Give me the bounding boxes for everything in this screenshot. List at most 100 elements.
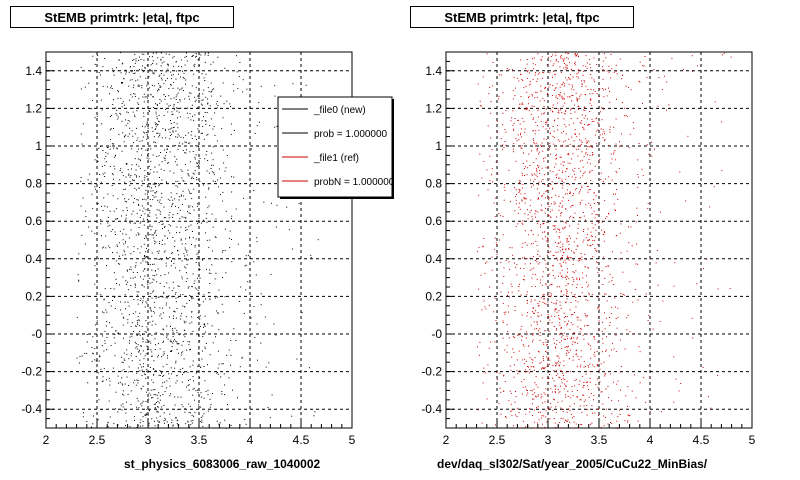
scatter-point: [563, 388, 565, 390]
scatter-point: [583, 385, 585, 387]
scatter-point: [614, 297, 616, 299]
scatter-point: [554, 310, 556, 312]
scatter-point: [565, 249, 567, 251]
scatter-point: [133, 299, 135, 300]
right-x-tick-label: 3.5: [591, 433, 608, 447]
scatter-point: [567, 96, 569, 98]
scatter-point: [581, 256, 583, 258]
scatter-point: [107, 147, 109, 148]
scatter-point: [537, 211, 539, 213]
scatter-point: [230, 134, 232, 135]
scatter-point: [516, 274, 518, 276]
scatter-point: [187, 142, 189, 144]
scatter-point: [624, 420, 626, 422]
scatter-point: [205, 96, 207, 98]
scatter-point: [207, 364, 208, 366]
scatter-point: [196, 370, 198, 372]
scatter-point: [552, 225, 554, 227]
scatter-point: [102, 66, 104, 68]
scatter-point: [537, 116, 539, 118]
scatter-point: [212, 61, 214, 63]
scatter-point: [196, 288, 198, 290]
scatter-point: [152, 274, 154, 276]
scatter-point: [545, 263, 547, 265]
scatter-point: [580, 364, 582, 366]
scatter-point: [570, 206, 572, 208]
scatter-point: [622, 271, 624, 273]
scatter-point: [128, 174, 130, 176]
scatter-point: [589, 239, 590, 241]
scatter-point: [192, 237, 194, 239]
scatter-point: [149, 172, 151, 174]
scatter-point: [563, 59, 565, 61]
scatter-point: [218, 289, 220, 291]
scatter-point: [566, 298, 568, 300]
scatter-point: [564, 421, 565, 423]
scatter-point: [494, 237, 496, 239]
scatter-point: [152, 368, 154, 370]
scatter-point: [194, 280, 196, 282]
scatter-point: [554, 386, 556, 387]
scatter-point: [541, 367, 543, 369]
scatter-point: [153, 72, 155, 74]
scatter-point: [154, 192, 156, 194]
scatter-point: [502, 302, 504, 304]
scatter-point: [549, 170, 551, 172]
scatter-point: [152, 96, 154, 98]
scatter-point: [190, 424, 192, 426]
scatter-point: [107, 225, 109, 227]
right-y-tick-label: 1.2: [425, 101, 442, 115]
scatter-point: [99, 174, 101, 175]
scatter-point: [638, 80, 640, 82]
scatter-point: [574, 167, 576, 169]
scatter-point: [245, 255, 247, 257]
scatter-point: [586, 186, 588, 187]
scatter-point: [206, 134, 208, 136]
scatter-point: [151, 56, 153, 58]
scatter-point: [265, 366, 267, 368]
scatter-point: [691, 317, 693, 319]
scatter-point: [190, 92, 192, 94]
scatter-point: [577, 100, 578, 102]
scatter-point: [660, 211, 661, 213]
scatter-point: [605, 349, 607, 351]
scatter-point: [593, 199, 595, 201]
scatter-point: [577, 227, 579, 229]
scatter-point: [140, 388, 142, 390]
scatter-point: [577, 72, 579, 74]
scatter-point: [564, 124, 566, 126]
scatter-point: [180, 136, 182, 138]
scatter-point: [107, 217, 109, 218]
scatter-point: [185, 243, 187, 245]
scatter-point: [100, 181, 102, 183]
scatter-point: [488, 347, 490, 349]
scatter-point: [562, 184, 564, 186]
scatter-point: [204, 158, 206, 160]
scatter-point: [604, 328, 606, 330]
scatter-point: [126, 401, 127, 403]
scatter-point: [586, 162, 588, 164]
scatter-point: [141, 87, 143, 89]
scatter-point: [176, 226, 178, 228]
scatter-point: [205, 331, 206, 333]
scatter-point: [523, 379, 525, 380]
scatter-point: [597, 307, 599, 309]
scatter-point: [525, 371, 527, 373]
scatter-point: [593, 336, 595, 338]
scatter-point: [134, 93, 136, 95]
scatter-point: [558, 229, 560, 230]
scatter-point: [187, 172, 189, 174]
scatter-point: [589, 93, 591, 95]
scatter-point: [566, 57, 568, 59]
scatter-point: [209, 354, 211, 356]
scatter-point: [255, 274, 257, 276]
scatter-point: [103, 246, 105, 248]
scatter-point: [487, 189, 489, 191]
scatter-point: [122, 132, 124, 134]
scatter-point: [522, 220, 524, 222]
scatter-point: [192, 420, 194, 422]
scatter-point: [189, 192, 191, 194]
scatter-point: [158, 374, 160, 376]
scatter-point: [544, 212, 546, 214]
scatter-point: [577, 319, 579, 321]
